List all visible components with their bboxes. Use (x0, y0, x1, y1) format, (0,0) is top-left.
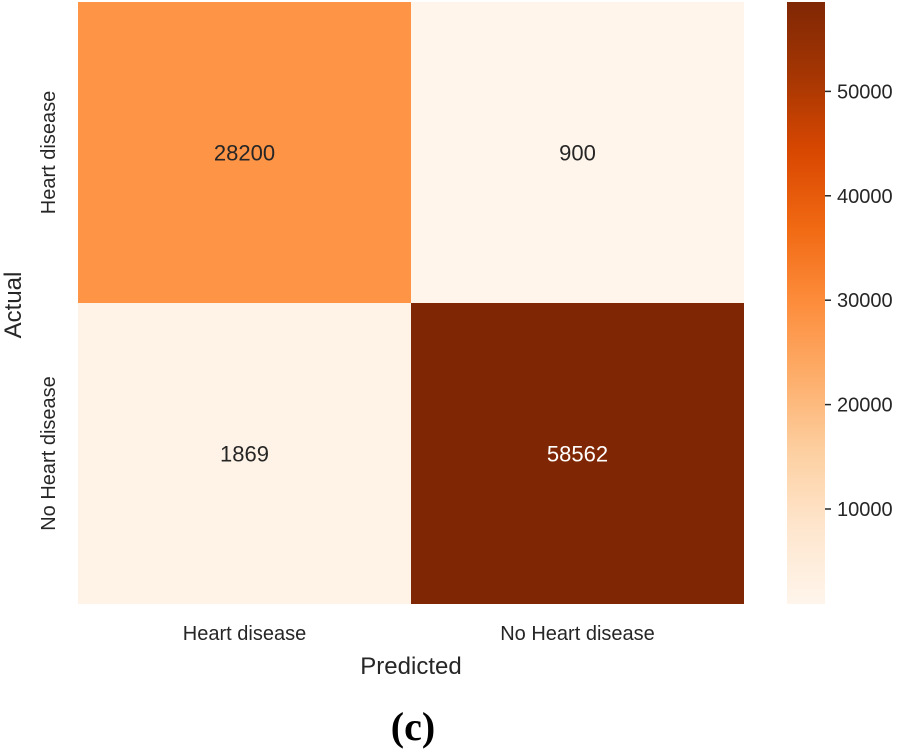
cell-value-label-r1-c0: 1869 (220, 442, 269, 467)
colorbar (787, 2, 825, 604)
x-tick-label-1: No Heart disease (500, 623, 655, 645)
y-axis-ticks: Heart disease No Heart disease (38, 91, 60, 531)
colorbar-tick-label-3: 40000 (837, 186, 893, 208)
colorbar-tick-label-2: 30000 (837, 290, 893, 312)
y-axis-label: Actual (0, 272, 27, 339)
heatmap-cells (78, 2, 744, 604)
y-tick-label-1: No Heart disease (38, 376, 60, 531)
x-axis-label: Predicted (360, 653, 461, 680)
cell-value-label-r0-c1: 900 (559, 141, 596, 166)
cell-value-label-r1-c1: 58562 (547, 442, 608, 467)
colorbar-tick-label-4: 50000 (837, 81, 893, 103)
heatmap-cell-r0-c0 (78, 2, 411, 303)
x-tick-label-0: Heart disease (183, 623, 306, 645)
x-axis-ticks: Heart disease No Heart disease (183, 623, 655, 645)
panel-label: (c) (391, 704, 435, 749)
colorbar-tick-label-1: 20000 (837, 395, 893, 417)
y-tick-label-0: Heart disease (38, 91, 60, 214)
colorbar-tick-label-0: 10000 (837, 499, 893, 521)
heatmap-cell-r1-c1 (411, 303, 744, 604)
heatmap-cell-r1-c0 (78, 303, 411, 604)
cell-value-label-r0-c0: 28200 (214, 141, 275, 166)
heatmap-value-labels: 28200 900 1869 58562 (214, 141, 608, 467)
colorbar-ticks: 10000 20000 30000 40000 50000 (825, 81, 893, 521)
heatmap-cell-r0-c1 (411, 2, 744, 303)
